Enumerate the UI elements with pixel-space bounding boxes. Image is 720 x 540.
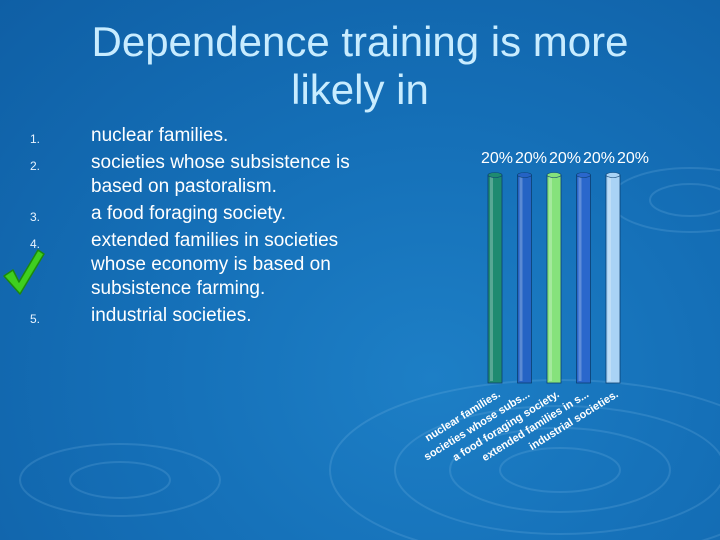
value-label: 20% [549, 150, 581, 167]
bar-cap [487, 172, 503, 178]
list-item: 4. extended families in societies whose … [30, 229, 370, 301]
slide-title: Dependence training is more likely in [40, 18, 680, 114]
bar-highlight [490, 177, 493, 381]
option-text: nuclear families. [91, 125, 229, 146]
bar-highlight [608, 177, 611, 381]
bar-highlight [578, 177, 582, 381]
correct-answer-checkmark-icon [3, 249, 45, 295]
response-bar-chart: 20%nuclear families.20%societies whose s… [422, 150, 649, 464]
option-number: 5. [30, 312, 41, 326]
value-label: 20% [583, 150, 615, 167]
title-line-2: likely in [291, 66, 429, 113]
value-label: 20% [481, 150, 513, 167]
list-item: 1. nuclear families. [30, 124, 370, 148]
bar-cap [546, 172, 562, 178]
option-number: 2. [30, 159, 41, 173]
option-text: societies whose subsistence is based on … [91, 152, 350, 197]
bar-cap [517, 172, 532, 178]
list-item: 3. a food foraging society. [30, 202, 370, 226]
bar-cap [605, 172, 621, 178]
option-number: 1. [30, 132, 41, 146]
answer-options-list: 1. nuclear families. 2. societies whose … [30, 124, 370, 331]
option-number: 4. [30, 237, 41, 251]
option-number: 3. [30, 210, 41, 224]
bar-highlight [549, 177, 552, 381]
list-item: 2. societies whose subsistence is based … [30, 151, 370, 199]
bar-cap [576, 172, 591, 178]
option-text: extended families in societies whose eco… [91, 230, 339, 299]
title-line-1: Dependence training is more [91, 18, 629, 65]
option-text: industrial societies. [91, 305, 252, 326]
list-item: 5. industrial societies. [30, 304, 370, 328]
bar-highlight [519, 177, 523, 381]
option-text: a food foraging society. [91, 203, 287, 224]
value-label: 20% [617, 150, 649, 167]
value-label: 20% [515, 150, 547, 167]
